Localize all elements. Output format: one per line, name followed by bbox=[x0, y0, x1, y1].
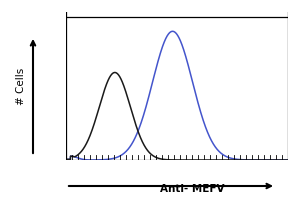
Text: # Cells: # Cells bbox=[16, 67, 26, 105]
Text: Anti- MEFV: Anti- MEFV bbox=[160, 184, 224, 194]
